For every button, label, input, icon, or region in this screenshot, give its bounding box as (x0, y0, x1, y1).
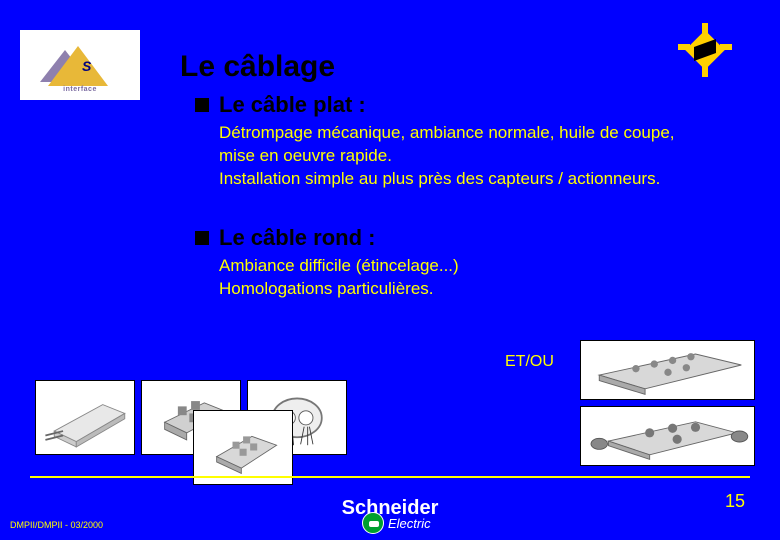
section2-line2: Homologations particulières. (219, 278, 459, 301)
footer-sub-wrap: Electric (362, 512, 431, 534)
section1-line2: mise en oeuvre rapide. (219, 145, 675, 168)
section1-title: Le câble plat : (219, 92, 366, 118)
page-number: 15 (725, 491, 745, 512)
etou-label: ET/OU (505, 353, 554, 371)
asi-text: S (82, 58, 91, 74)
section2-title: Le câble rond : (219, 225, 375, 251)
page-title: Le câblage (180, 50, 335, 84)
bullet-icon (195, 231, 209, 245)
module-image-1 (580, 340, 755, 400)
asi-subtext: interface (30, 86, 130, 93)
bullet-icon (195, 98, 209, 112)
chip-icon (680, 25, 730, 75)
flat-cable-image (35, 380, 135, 455)
section1-line3: Installation simple au plus près des cap… (219, 168, 675, 191)
module-image-2 (580, 406, 755, 466)
divider (30, 476, 750, 478)
asi-logo: S interface (20, 30, 140, 100)
connector-image-2 (193, 410, 293, 485)
section2-line1: Ambiance difficile (étincelage...) (219, 255, 459, 278)
footer-sub: Electric (388, 516, 431, 531)
footer-left: DMPII/DMPII - 03/2000 (10, 520, 103, 530)
footer-badge-icon (362, 512, 384, 534)
image-row-flat (35, 380, 453, 455)
section-cable-rond: Le câble rond : Ambiance difficile (étin… (195, 225, 459, 301)
section-cable-plat: Le câble plat : Détrompage mécanique, am… (195, 92, 675, 191)
section1-line1: Détrompage mécanique, ambiance normale, … (219, 122, 675, 145)
image-row-round (580, 340, 755, 466)
